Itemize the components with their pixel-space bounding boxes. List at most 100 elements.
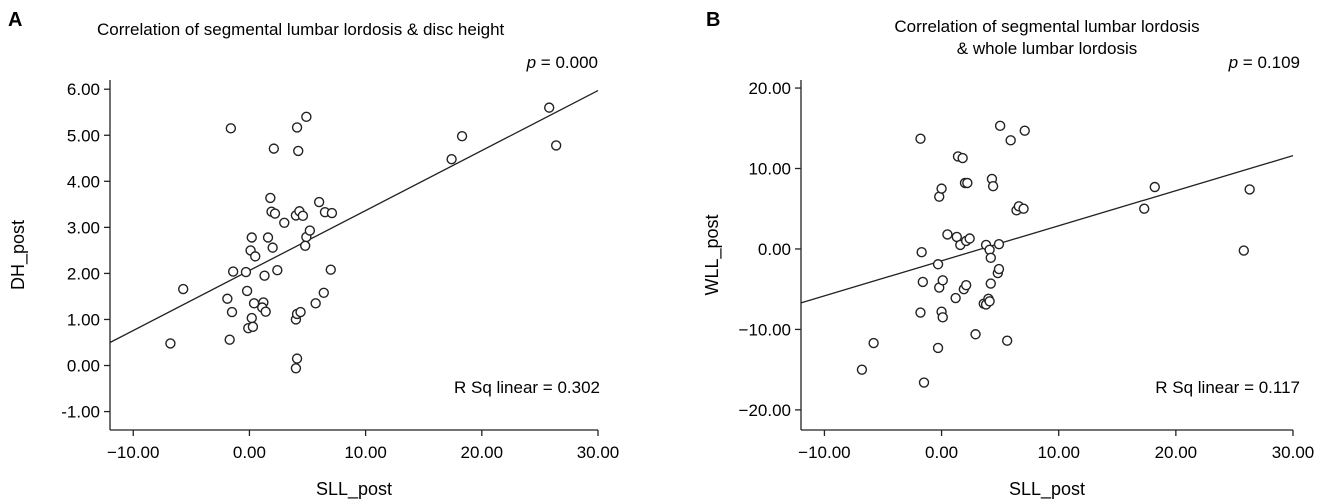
chart-b-data-point bbox=[917, 276, 929, 288]
chart-b-data-point bbox=[932, 342, 944, 354]
chart-a-ticks: −10.00 0.00 10.00 20.00 30.00 -1.00 0.00 1.00 2.… bbox=[61, 80, 619, 462]
chart-b-y-tick-label: 0.00 bbox=[758, 240, 791, 259]
chart-b-data-point bbox=[993, 263, 1005, 275]
chart-a-x-tick-label: 20.00 bbox=[461, 443, 504, 462]
chart-a-y-tick-label: 0.00 bbox=[67, 357, 100, 376]
chart-b-data-point bbox=[932, 259, 944, 270]
chart-b-y-tick-label: 20.00 bbox=[748, 79, 791, 98]
chart-a-title: Correlation of segmental lumbar lordosis… bbox=[97, 20, 505, 39]
chart-a-x-tick-label: 10.00 bbox=[344, 443, 387, 462]
chart-a-data-point bbox=[310, 298, 321, 309]
chart-b-p-value: p = 0.109 bbox=[1228, 53, 1300, 72]
chart-b-data-point bbox=[937, 275, 948, 286]
chart-b-y-tick-label: −10.00 bbox=[739, 320, 791, 339]
chart-b-data-point bbox=[1238, 245, 1249, 256]
chart-a-data-point bbox=[291, 122, 303, 133]
chart-a-data-point bbox=[246, 232, 257, 243]
chart-b-y-tick-label: 10.00 bbox=[748, 160, 791, 179]
chart-a-data-point bbox=[290, 363, 302, 374]
chart-b-data-point bbox=[994, 120, 1006, 132]
chart-a-y-tick-label: 6.00 bbox=[67, 80, 100, 99]
chart-a-data-point bbox=[313, 196, 325, 208]
chart-b-data-point bbox=[856, 364, 868, 375]
chart-a-y-tick-label: 3.00 bbox=[67, 218, 100, 237]
chart-panel-a: A Correlation of segmental lumbar lordos… bbox=[8, 9, 619, 500]
chart-a-data-point bbox=[267, 242, 278, 253]
chart-a-data-point bbox=[272, 264, 283, 276]
chart-a-data-point bbox=[240, 266, 252, 278]
chart-b-data-point bbox=[918, 377, 930, 388]
panel-letter-b: B bbox=[706, 9, 720, 31]
chart-a-fit-line bbox=[109, 90, 599, 344]
chart-a-data-point bbox=[268, 143, 280, 154]
chart-a-data-point bbox=[550, 140, 562, 151]
chart-b-data-point bbox=[1149, 181, 1160, 193]
chart-a-data-point bbox=[222, 293, 233, 304]
chart-b-p-number: = 0.109 bbox=[1238, 53, 1300, 72]
chart-a-x-tick-label: −10.00 bbox=[107, 443, 159, 462]
chart-a-points bbox=[165, 102, 562, 374]
chart-a-p-value: p = 0.000 bbox=[526, 53, 598, 72]
chart-a-data-point bbox=[269, 208, 281, 219]
chart-b-data-point bbox=[937, 312, 948, 323]
chart-a-data-point bbox=[325, 264, 336, 275]
chart-b-title: Correlation of segmental lumbar lordosis bbox=[894, 17, 1199, 36]
chart-a-data-point bbox=[265, 192, 276, 204]
chart-a-data-point bbox=[446, 154, 457, 165]
chart-b-y-label: WLL_post bbox=[702, 214, 723, 295]
chart-a-x-tick-label: 30.00 bbox=[577, 443, 620, 462]
chart-b-data-point bbox=[868, 337, 879, 349]
chart-panel-b: B Correlation of segmental lumbar lordos… bbox=[666, 0, 1332, 503]
chart-a-data-point bbox=[326, 207, 338, 219]
chart-a-data-point bbox=[225, 123, 237, 134]
chart-b-data-point bbox=[962, 177, 973, 189]
chart-b-data-point bbox=[993, 238, 1005, 250]
chart-b-title-line2: & whole lumbar lordosis bbox=[957, 39, 1137, 58]
chart-b-data-point bbox=[960, 279, 972, 291]
chart-b-data-point bbox=[957, 152, 968, 164]
chart-b-data-point bbox=[1139, 203, 1150, 214]
chart-a-data-point bbox=[260, 306, 271, 317]
chart-b-x-tick-label: 10.00 bbox=[1037, 443, 1080, 462]
chart-b-data-point bbox=[987, 181, 999, 192]
chart-a-data-point bbox=[544, 102, 555, 113]
chart-a-data-point bbox=[297, 210, 309, 222]
chart-a-data-point bbox=[226, 306, 238, 318]
chart-a-data-point bbox=[262, 232, 274, 243]
chart-a-y-tick-label: 5.00 bbox=[67, 126, 100, 145]
chart-b-data-point bbox=[916, 246, 927, 258]
chart-b-svg: B Correlation of segmental lumbar lordos… bbox=[702, 9, 1315, 500]
chart-b-data-point bbox=[985, 252, 996, 264]
chart-a-data-point bbox=[177, 283, 189, 295]
chart-a-data-point bbox=[318, 287, 329, 298]
chart-b-data-point bbox=[1001, 335, 1013, 346]
chart-a-y-tick-label: 4.00 bbox=[67, 172, 100, 191]
chart-b-x-tick-label: 30.00 bbox=[1272, 443, 1315, 462]
chart-b-data-point bbox=[985, 278, 996, 289]
chart-b-data-point bbox=[970, 329, 981, 340]
chart-b-data-point bbox=[915, 307, 926, 318]
chart-a-data-point bbox=[291, 353, 303, 364]
chart-a-data-point bbox=[165, 338, 176, 349]
chart-b-fit-line bbox=[800, 155, 1294, 304]
chart-a-svg: A Correlation of segmental lumbar lordos… bbox=[8, 9, 619, 500]
panel-letter-a: A bbox=[8, 9, 22, 31]
chart-a-x-label: SLL_post bbox=[316, 479, 392, 500]
chart-b-data-point bbox=[984, 296, 995, 307]
chart-b-data-point bbox=[942, 229, 953, 240]
chart-a-y-label: DH_post bbox=[8, 220, 29, 290]
chart-a-data-point bbox=[227, 266, 239, 277]
chart-b-data-point bbox=[936, 183, 947, 194]
chart-b-x-tick-label: 0.00 bbox=[925, 443, 958, 462]
chart-b-data-point bbox=[1018, 203, 1029, 214]
chart-b-y-tick-label: −20.00 bbox=[739, 401, 791, 420]
chart-a-r2: R Sq linear = 0.302 bbox=[454, 378, 600, 397]
chart-a-data-point bbox=[241, 285, 253, 297]
chart-a-p-symbol: p bbox=[526, 53, 536, 72]
chart-b-ticks: −10.00 0.00 10.00 20.00 30.00 −20.00 −10.00 0.0… bbox=[739, 79, 1315, 462]
chart-b-data-point bbox=[964, 233, 975, 244]
chart-a-data-point bbox=[250, 251, 261, 262]
chart-b-x-label: SLL_post bbox=[1009, 479, 1085, 500]
chart-a-data-point bbox=[259, 270, 270, 281]
chart-a-data-point bbox=[301, 111, 312, 123]
